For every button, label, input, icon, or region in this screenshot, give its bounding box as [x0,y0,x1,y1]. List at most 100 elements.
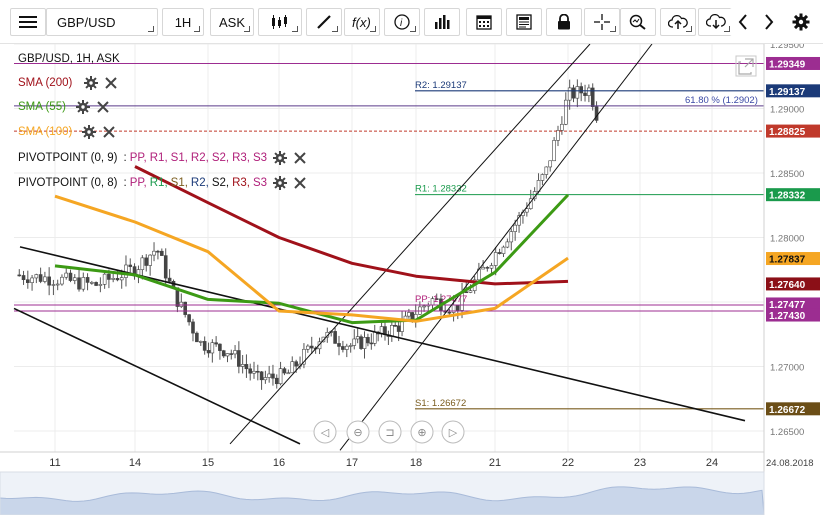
price-chart[interactable]: R2: 1.29137 61.80 % (1.2902) R1: 1.28332 PP… [0,44,823,515]
lock-button[interactable] [546,8,582,36]
toolbar: GBP/USD 1H ASK f(x) i [0,0,823,44]
candle-body [214,342,218,345]
reset-button[interactable]: ⊐ [378,420,402,444]
candle-body [140,257,145,270]
time-end-label: 24.08.2018 [766,458,814,469]
upload-button[interactable] [660,8,696,36]
pivot9-s2: S2, [211,152,230,164]
lock-icon [558,14,570,30]
candle-body [560,123,564,131]
candle-body [221,350,226,357]
upload-icon [668,14,688,29]
candle-body [240,364,245,367]
zoom-controls[interactable]: ◁ ⊖ ⊐ ⊕ ▷ [313,420,465,444]
symbol-select[interactable]: GBP/USD [46,8,158,36]
time-tick-label: 14 [129,457,141,469]
price-tick-label: 1.29500 [770,44,804,51]
gear-icon[interactable] [82,125,97,139]
price-badge: 1.27430 [766,308,820,322]
price-badge: 1.26672 [766,402,820,416]
scroll-right-button[interactable]: ▷ [441,420,465,444]
gear-icon[interactable] [273,151,288,165]
popout-icon [738,58,754,75]
candle-body [17,274,22,277]
menu-icon [19,16,37,28]
candle-body [274,377,279,385]
next-button[interactable] [756,8,782,36]
close-icon[interactable] [293,151,307,165]
next-icon [765,14,774,30]
price-badge: 1.27837 [766,252,820,266]
time-tick-label: 18 [410,457,422,469]
pivot8-pp: PP, [129,177,147,189]
gear-icon[interactable] [84,76,99,90]
chart-type-button[interactable] [258,8,302,36]
settings-button[interactable] [786,8,816,36]
sma200-label[interactable]: SMA (200) [18,77,73,89]
dropdown-icon [194,26,200,32]
zoom-button-bg [313,420,337,444]
zoom-out-icon: ⊖ [353,427,362,439]
download-button[interactable] [698,8,734,36]
scroll-left-button[interactable]: ◁ [313,420,337,444]
sma100-label[interactable]: SMA (100) [18,126,73,138]
crosshair-button[interactable] [584,8,620,36]
candle-body [513,224,517,232]
candle-body [485,267,490,269]
price-badge: 1.27640 [766,277,820,291]
prev-icon [738,14,747,30]
report-button[interactable] [506,8,542,36]
candle-body [447,311,452,314]
candle-body [128,264,133,267]
zoom-in-button[interactable]: ⊕ [410,420,434,444]
price-badge: 1.28825 [766,124,820,138]
trend-lines [13,44,746,451]
candle-body [286,372,291,375]
draw-button[interactable] [306,8,342,36]
zoom-out-button[interactable]: ⊖ [346,420,370,444]
dropdown-icon [610,26,616,32]
candle-body [233,350,237,355]
pivot8-r1: R1, [149,177,168,189]
sma-line [54,194,569,323]
candle-body [359,336,363,349]
indicators-button[interactable]: f(x) [344,8,380,36]
volume-button[interactable] [424,8,460,36]
zoom-button[interactable] [620,8,656,36]
settings-icon [792,13,810,31]
close-icon[interactable] [102,125,116,139]
pivot8-label[interactable]: PIVOTPOINT (0, 8) [18,177,118,189]
price-tick-label: 1.29000 [770,105,804,116]
gear-icon[interactable] [75,100,90,114]
sma55-label[interactable]: SMA (55) [18,101,66,113]
prev-button[interactable] [730,8,756,36]
close-icon[interactable] [104,76,118,90]
price-badge-label: 1.27477 [769,300,806,311]
close-icon[interactable] [96,100,110,114]
svg-text:f(x): f(x) [352,15,371,30]
timeframe-select[interactable]: 1H [162,8,204,36]
gear-icon[interactable] [273,176,288,190]
price-type-select[interactable]: ASK [210,8,254,36]
calendar-button[interactable] [466,8,502,36]
candle-body [210,342,215,354]
menu-button[interactable] [10,8,46,36]
popout-button[interactable] [735,55,757,77]
channel-line-lower [339,44,653,451]
candle-body [468,290,473,293]
price-badge-label: 1.29137 [769,87,806,98]
pivot8-sep: : [123,177,127,189]
pivot9-label[interactable]: PIVOTPOINT (0, 9) [18,152,118,164]
s1-level-label: S1: 1.26672 [415,398,466,409]
price-badge-bg [766,252,820,266]
candle-body [481,267,485,270]
candle-body [501,246,506,254]
time-tick-label: 21 [489,457,501,469]
close-icon[interactable] [293,176,307,190]
candle-body [85,277,90,283]
price-badge-label: 1.26672 [769,405,806,416]
scroll-left-icon: ◁ [321,427,330,439]
info-button[interactable]: i [384,8,420,36]
pivot9-r1: R1, [149,152,168,164]
navigator[interactable] [0,471,765,515]
